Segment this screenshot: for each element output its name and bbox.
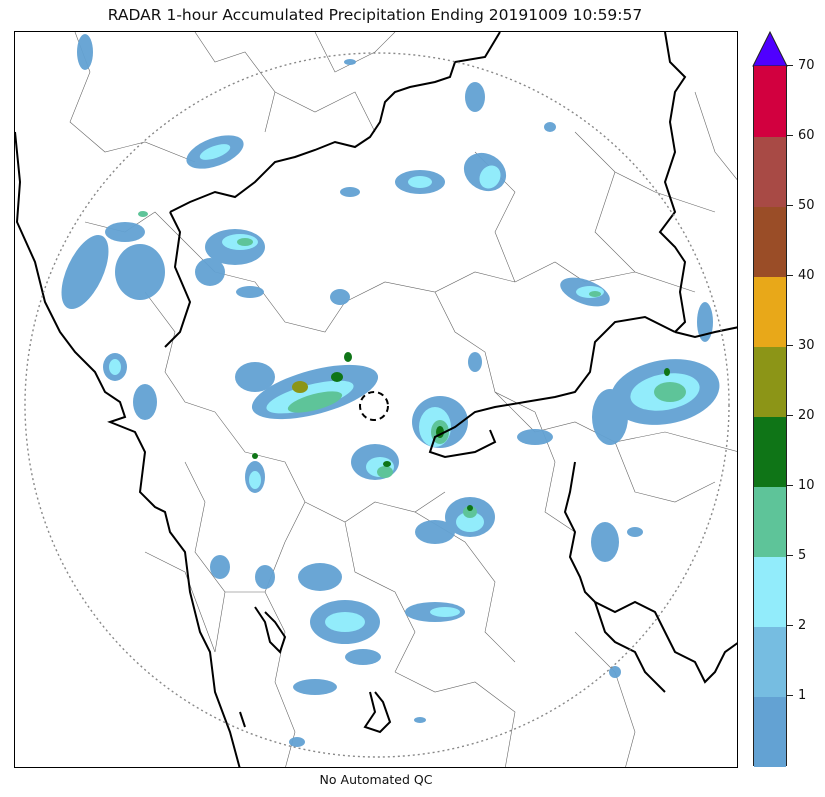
coverage-ring xyxy=(24,52,730,758)
colorbar-tick xyxy=(787,625,793,626)
colorbar-tick-label: 2 xyxy=(798,618,807,633)
colorbar-tick-label: 10 xyxy=(798,478,815,493)
precip-moderate xyxy=(109,144,700,632)
colorbar-segment xyxy=(754,626,786,697)
colorbar-segment xyxy=(754,206,786,277)
colorbar-segment xyxy=(754,696,786,767)
colorbar-tick-label: 40 xyxy=(798,268,815,283)
colorbar-tick-label: 70 xyxy=(798,58,815,73)
qc-footnote: No Automated QC xyxy=(319,772,433,787)
colorbar-segment xyxy=(754,486,786,557)
colorbar-tick xyxy=(787,695,793,696)
colorbar-segment xyxy=(754,276,786,347)
colorbar-tick-label: 20 xyxy=(798,408,815,423)
map-title: RADAR 1-hour Accumulated Precipitation E… xyxy=(107,6,643,24)
colorbar-tick xyxy=(787,275,793,276)
colorbar-tick xyxy=(787,415,793,416)
colorbar-segment xyxy=(754,416,786,487)
colorbar-tick xyxy=(787,485,793,486)
colorbar-tick xyxy=(787,205,793,206)
colorbar-segment xyxy=(754,346,786,417)
colorbar-tick xyxy=(787,555,793,556)
colorbar-extend-arrow xyxy=(752,31,788,67)
precip-heavy xyxy=(138,211,686,518)
state-boundaries xyxy=(15,32,737,767)
colorbar-tick-label: 30 xyxy=(798,338,815,353)
colorbar-tick-label: 60 xyxy=(798,128,815,143)
colorbar-tick-label: 50 xyxy=(798,198,815,213)
colorbar-segment xyxy=(754,556,786,627)
colorbar-segment xyxy=(754,66,786,137)
radar-site-marker[interactable] xyxy=(359,391,389,421)
precip-light xyxy=(61,34,720,747)
colorbar-tick xyxy=(787,135,793,136)
colorbar-tick xyxy=(787,65,793,66)
colorbar-tick-label: 5 xyxy=(798,548,807,563)
colorbar-tick xyxy=(787,345,793,346)
colorbar-segment xyxy=(754,136,786,207)
colorbar xyxy=(753,66,787,767)
colorbar-tick-label: 1 xyxy=(798,688,807,703)
radar-map[interactable] xyxy=(14,31,738,768)
